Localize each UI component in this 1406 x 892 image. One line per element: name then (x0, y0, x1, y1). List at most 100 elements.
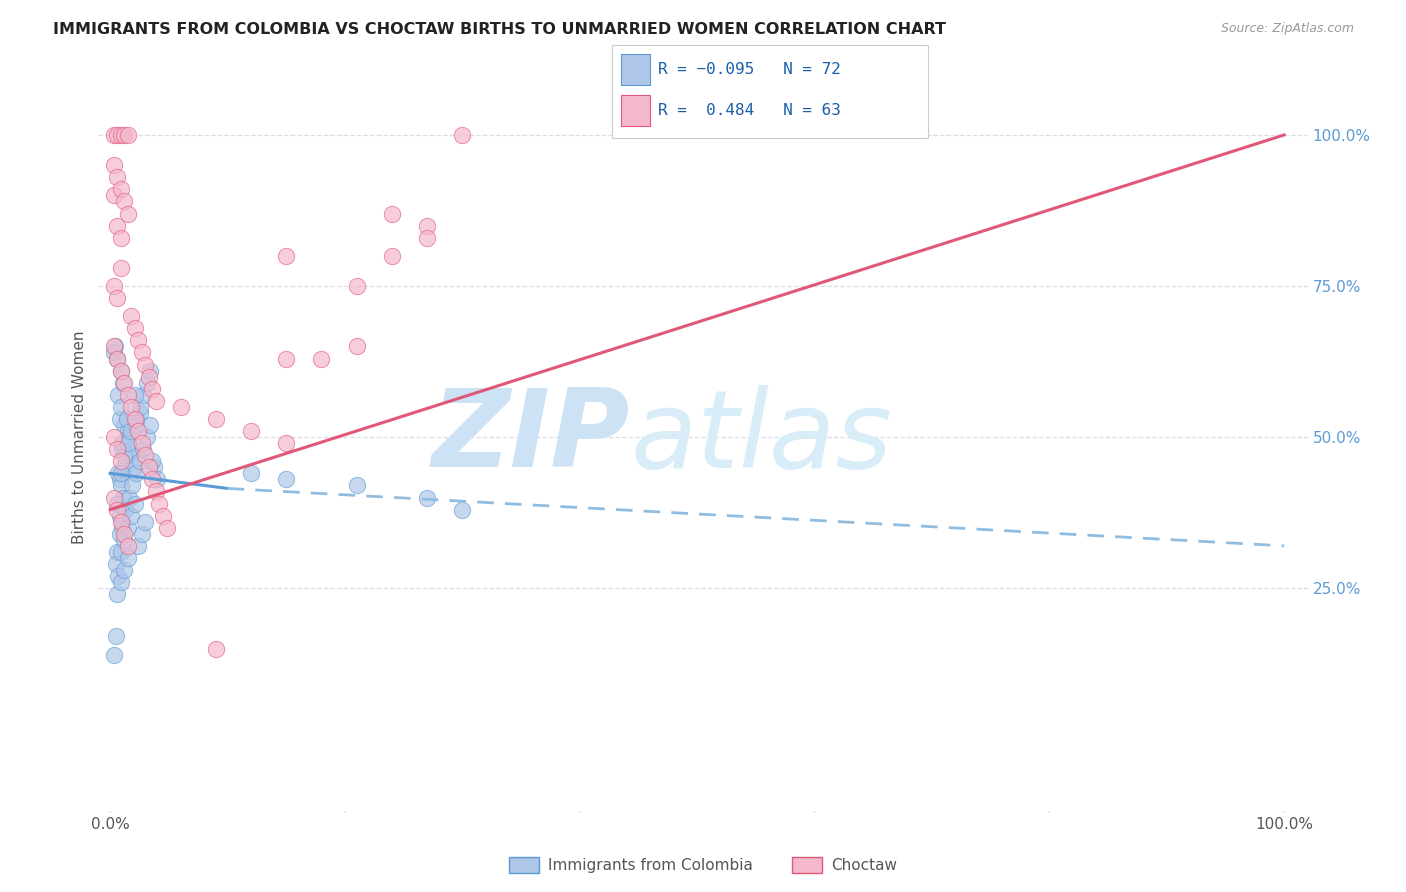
Point (276, 249, 298, 263)
Point (134, 515, 156, 529)
Point (108, 412, 131, 426)
Point (117, 206, 139, 220)
Point (105, 545, 128, 559)
Point (139, 417, 162, 432)
Point (121, 442, 143, 457)
Point (139, 363, 162, 377)
Point (107, 467, 129, 481)
Point (103, 491, 125, 505)
Point (145, 393, 167, 408)
Point (105, 497, 128, 511)
Point (141, 454, 163, 468)
Point (276, 351, 298, 366)
Point (105, 351, 128, 366)
Point (117, 539, 139, 553)
Point (240, 424, 263, 438)
Point (451, 502, 474, 516)
Point (105, 442, 128, 457)
Point (112, 417, 135, 432)
Point (416, 230, 439, 244)
Point (240, 467, 263, 481)
Point (107, 569, 129, 583)
Point (169, 400, 191, 414)
Y-axis label: Births to Unmarried Women: Births to Unmarried Women (72, 330, 87, 544)
Point (111, 521, 134, 535)
Point (128, 406, 150, 420)
Point (105, 502, 128, 516)
Point (127, 424, 149, 438)
Point (105, 128, 128, 142)
Point (142, 460, 165, 475)
Point (103, 158, 125, 172)
Point (117, 424, 139, 438)
Point (103, 128, 125, 142)
Text: atlas: atlas (630, 384, 893, 490)
Point (121, 478, 143, 492)
Point (111, 436, 134, 450)
Point (138, 460, 160, 475)
Point (117, 550, 139, 565)
Point (104, 339, 127, 353)
Point (346, 279, 368, 293)
Point (112, 448, 135, 462)
Point (110, 230, 132, 244)
Point (138, 369, 160, 384)
Point (112, 533, 135, 547)
Point (111, 515, 134, 529)
Point (107, 388, 129, 402)
Point (112, 128, 135, 142)
Point (105, 587, 128, 601)
Point (135, 430, 157, 444)
Point (110, 128, 132, 142)
Point (120, 508, 142, 523)
Text: Source: ZipAtlas.com: Source: ZipAtlas.com (1220, 22, 1354, 36)
Point (117, 388, 139, 402)
Point (346, 478, 368, 492)
Point (105, 219, 128, 233)
Point (103, 345, 125, 359)
Point (112, 376, 135, 390)
Point (103, 430, 125, 444)
Point (108, 508, 131, 523)
Point (114, 502, 136, 516)
Point (131, 436, 153, 450)
Point (110, 467, 132, 481)
Point (110, 400, 132, 414)
Point (112, 491, 135, 505)
Point (110, 575, 132, 590)
Point (152, 508, 174, 523)
Point (112, 376, 135, 390)
Point (105, 557, 128, 571)
Point (103, 339, 125, 353)
Point (125, 467, 148, 481)
Point (110, 454, 132, 468)
Point (110, 545, 132, 559)
Point (122, 460, 145, 475)
Point (111, 442, 134, 457)
Point (145, 484, 167, 499)
Point (120, 400, 142, 414)
Point (117, 436, 139, 450)
Point (105, 630, 128, 644)
Point (124, 412, 146, 426)
Point (311, 351, 333, 366)
Point (110, 182, 132, 196)
Point (117, 128, 139, 142)
Point (108, 472, 131, 486)
Point (103, 648, 125, 662)
Point (124, 388, 146, 402)
Point (112, 460, 135, 475)
Point (115, 412, 138, 426)
Point (381, 206, 404, 220)
Point (155, 521, 177, 535)
Point (118, 430, 141, 444)
Point (146, 472, 169, 486)
Point (127, 539, 149, 553)
Point (141, 382, 163, 396)
Point (110, 363, 132, 377)
Point (128, 454, 150, 468)
Point (120, 424, 142, 438)
Point (110, 515, 132, 529)
Point (112, 563, 135, 577)
Point (134, 448, 156, 462)
